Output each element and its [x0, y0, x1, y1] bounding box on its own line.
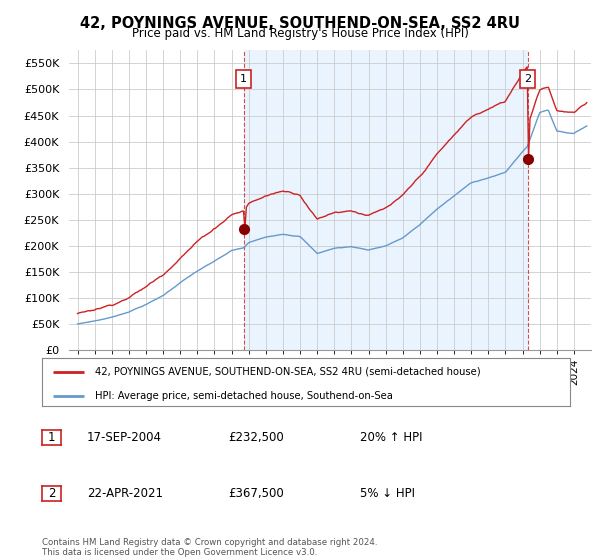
Text: HPI: Average price, semi-detached house, Southend-on-Sea: HPI: Average price, semi-detached house,… — [95, 390, 392, 400]
Text: 2: 2 — [48, 487, 55, 500]
Text: Price paid vs. HM Land Registry's House Price Index (HPI): Price paid vs. HM Land Registry's House … — [131, 27, 469, 40]
Text: 17-SEP-2004: 17-SEP-2004 — [87, 431, 162, 444]
Text: Contains HM Land Registry data © Crown copyright and database right 2024.
This d: Contains HM Land Registry data © Crown c… — [42, 538, 377, 557]
Text: 20% ↑ HPI: 20% ↑ HPI — [360, 431, 422, 444]
Text: 5% ↓ HPI: 5% ↓ HPI — [360, 487, 415, 500]
Text: 42, POYNINGS AVENUE, SOUTHEND-ON-SEA, SS2 4RU (semi-detached house): 42, POYNINGS AVENUE, SOUTHEND-ON-SEA, SS… — [95, 367, 481, 377]
Text: 42, POYNINGS AVENUE, SOUTHEND-ON-SEA, SS2 4RU: 42, POYNINGS AVENUE, SOUTHEND-ON-SEA, SS… — [80, 16, 520, 31]
Text: 2: 2 — [524, 74, 531, 84]
Bar — [244, 50, 527, 350]
Text: 1: 1 — [240, 74, 247, 84]
Text: 1: 1 — [48, 431, 55, 444]
Text: 22-APR-2021: 22-APR-2021 — [87, 487, 163, 500]
Text: £367,500: £367,500 — [228, 487, 284, 500]
Text: £232,500: £232,500 — [228, 431, 284, 444]
